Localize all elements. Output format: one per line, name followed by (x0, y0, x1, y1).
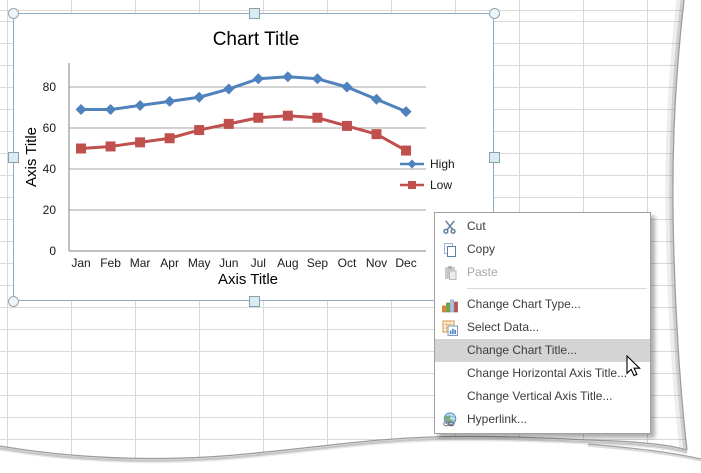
legend-item-high[interactable]: High (400, 157, 455, 171)
series-marker (164, 95, 176, 107)
series-marker (194, 125, 205, 136)
series-marker (164, 133, 175, 144)
legend-label: Low (430, 178, 452, 192)
no-icon (442, 389, 458, 405)
menu-item-paste[interactable]: Paste (435, 261, 650, 284)
menu-item-change-chart-type[interactable]: Change Chart Type... (435, 293, 650, 316)
series-marker (407, 159, 417, 169)
paste-icon (442, 265, 458, 281)
no-icon (442, 343, 458, 359)
chart-object[interactable]: 0 20 40 60 80 Jan Feb Mar Apr May Jun Jul Aug Sep Oct N… (13, 13, 494, 301)
copy-icon (442, 242, 458, 258)
series-marker (135, 137, 146, 148)
series-marker (193, 91, 205, 103)
series-marker (282, 71, 294, 83)
menu-item-cut[interactable]: Cut (435, 215, 650, 238)
menu-item-label: Cut (467, 219, 486, 233)
context-menu: Cut Copy Paste Change Chart Type... Select D… (434, 212, 651, 434)
x-tick-label: Sep (307, 256, 329, 270)
selection-handle-bottom-center[interactable] (249, 296, 260, 307)
menu-item-label: Select Data... (467, 320, 540, 334)
chart-type-icon (442, 297, 458, 313)
series-marker (401, 145, 412, 156)
y-tick-label: 80 (43, 80, 57, 94)
menu-item-label: Change Vertical Axis Title... (467, 389, 613, 403)
series-marker (105, 141, 116, 152)
selection-handle-top-center[interactable] (249, 8, 260, 19)
scissors-icon (442, 219, 458, 235)
menu-item-change-horizontal-axis-title[interactable]: Change Horizontal Axis Title... (435, 362, 650, 385)
series-marker (341, 120, 352, 131)
x-tick-label: Nov (366, 256, 387, 270)
menu-item-label: Change Chart Title... (467, 343, 578, 357)
legend-label: High (430, 157, 455, 171)
x-tick-label: Jun (219, 256, 238, 270)
series-marker (282, 110, 293, 121)
no-icon (442, 366, 458, 382)
y-axis-title[interactable]: Axis Title (23, 127, 40, 187)
selection-handle-middle-right[interactable] (489, 152, 500, 163)
legend-item-low[interactable]: Low (400, 178, 452, 192)
series-line (79, 114, 408, 153)
menu-item-label: Paste (467, 265, 498, 279)
menu-item-change-chart-title[interactable]: Change Chart Title... (435, 339, 650, 362)
series-marker (134, 99, 146, 111)
series-marker (253, 112, 264, 123)
x-tick-label: Apr (160, 256, 179, 270)
series-marker (105, 104, 117, 116)
series-marker (312, 112, 323, 123)
series-marker (223, 83, 235, 95)
y-tick-label: 0 (49, 244, 56, 258)
x-tick-label: Aug (277, 256, 298, 270)
menu-item-label: Hyperlink... (467, 412, 528, 426)
select-data-icon (442, 320, 458, 336)
series-marker (252, 73, 264, 85)
menu-item-hyperlink[interactable]: Hyperlink... (435, 408, 650, 431)
x-tick-label: Mar (130, 256, 151, 270)
series-high[interactable] (75, 71, 412, 118)
y-tick-label: 40 (43, 162, 57, 176)
chart-title[interactable]: Chart Title (213, 29, 300, 50)
series-marker (408, 181, 416, 189)
chart-canvas: 0 20 40 60 80 Jan Feb Mar Apr May Jun Jul Aug Sep Oct N… (23, 29, 455, 288)
x-axis-title[interactable]: Axis Title (218, 271, 278, 288)
y-tick-label: 60 (43, 121, 57, 135)
series-low[interactable] (76, 110, 412, 156)
series-marker (311, 73, 323, 85)
menu-separator (467, 288, 647, 289)
y-tick-label: 20 (43, 203, 57, 217)
x-tick-label: Jan (71, 256, 90, 270)
menu-item-label: Change Horizontal Axis Title... (467, 366, 628, 380)
selection-handle-top-right[interactable] (489, 8, 500, 19)
menu-item-change-vertical-axis-title[interactable]: Change Vertical Axis Title... (435, 385, 650, 408)
x-tick-label: Dec (395, 256, 416, 270)
series-marker (223, 118, 234, 129)
series-marker (76, 143, 86, 154)
menu-item-label: Change Chart Type... (467, 297, 581, 311)
series-marker (341, 81, 353, 93)
x-tick-label: May (188, 256, 211, 270)
x-tick-label: Oct (338, 256, 357, 270)
menu-item-label: Copy (467, 242, 496, 256)
menu-item-copy[interactable]: Copy (435, 238, 650, 261)
menu-item-select-data[interactable]: Select Data... (435, 316, 650, 339)
x-tick-label: Feb (100, 256, 121, 270)
selection-handle-bottom-left[interactable] (8, 296, 19, 307)
series-marker (371, 129, 382, 140)
selection-handle-middle-left[interactable] (8, 152, 19, 163)
selection-handle-top-left[interactable] (8, 8, 19, 19)
hyperlink-icon (442, 412, 458, 428)
series-marker (400, 106, 412, 118)
x-tick-label: Jul (251, 256, 266, 270)
series-line (79, 75, 408, 114)
series-marker (75, 104, 87, 116)
series-marker (371, 93, 382, 105)
